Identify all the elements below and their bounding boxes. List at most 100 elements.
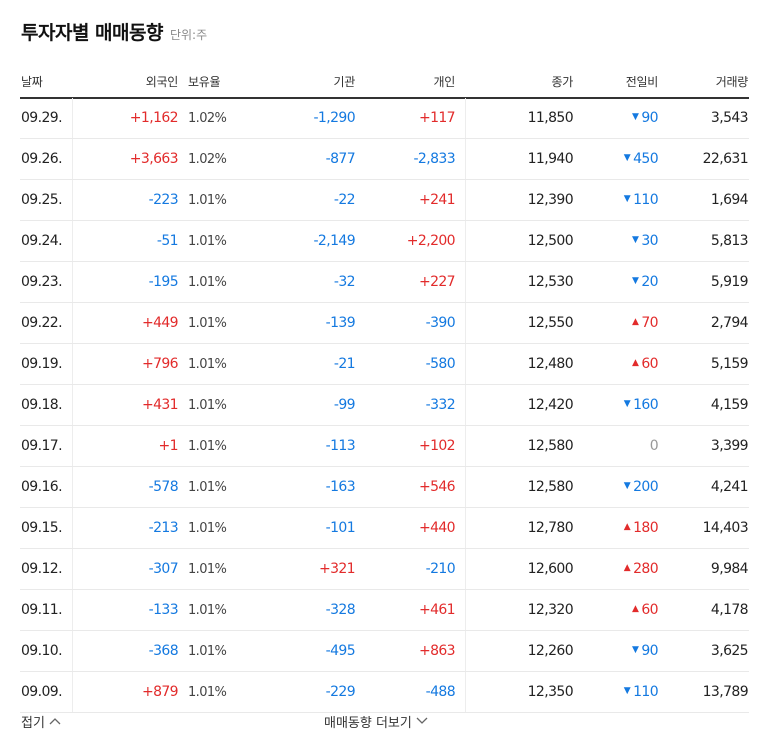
column-divider [72,467,73,507]
change-value: 160 [633,397,659,413]
cell-date: 09.18. [21,397,63,413]
triangle-up-icon: ▲ [632,317,639,327]
col-foreign: 외국인 [145,75,179,89]
cell-close: 11,850 [527,110,574,126]
cell-volume: 14,403 [702,520,749,536]
col-ratio: 보유율 [188,75,221,89]
fold-label: 접기 [21,716,45,731]
cell-date: 09.09. [21,684,63,700]
cell-foreign: +879 [141,684,179,700]
column-divider [465,549,466,589]
cell-date: 09.22. [21,315,63,331]
table-row: 09.15. -213 1.01% -101 +440 12,780 ▲ 180 14,403 [20,508,749,549]
cell-foreign: +449 [141,315,179,331]
triangle-down-icon: ▼ [632,112,639,122]
column-divider [72,631,73,671]
column-divider [72,221,73,261]
more-trading-button[interactable]: 매매동향 더보기 [324,712,428,731]
column-divider [72,262,73,302]
cell-foreign: +796 [141,356,179,372]
cell-close: 11,940 [527,151,574,167]
col-change: 전일비 [625,75,659,89]
column-divider [465,590,466,630]
column-divider [72,139,73,179]
col-date: 날짜 [21,75,43,89]
cell-date: 09.26. [21,151,63,167]
cell-change: ▼ 110 [590,180,659,220]
triangle-up-icon: ▲ [623,563,631,573]
cell-volume: 3,543 [710,110,749,126]
triangle-up-icon: ▲ [632,358,639,368]
column-divider [72,344,73,384]
cell-institution: -113 [325,438,356,454]
widget-title: 투자자별 매매동향 [21,22,163,44]
cell-ratio: 1.02% [188,110,227,126]
cell-foreign: -213 [148,520,179,536]
cell-individual: +102 [418,438,456,454]
column-divider [465,303,466,343]
cell-close: 12,390 [527,192,574,208]
cell-change: ▼ 30 [590,221,659,261]
cell-volume: 4,241 [710,479,749,495]
cell-volume: 22,631 [702,151,749,167]
column-divider [465,385,466,425]
cell-individual: +440 [418,520,456,536]
cell-close: 12,420 [527,397,574,413]
cell-date: 09.29. [21,110,63,126]
column-divider [465,426,466,466]
col-close: 종가 [551,75,574,89]
cell-foreign: +3,663 [129,151,179,167]
column-divider [72,549,73,589]
triangle-down-icon: ▼ [632,645,639,655]
cell-date: 09.19. [21,356,63,372]
cell-ratio: 1.01% [188,315,227,331]
cell-foreign: -368 [148,643,179,659]
column-divider [72,590,73,630]
column-divider [72,508,73,548]
cell-foreign: -51 [156,233,179,249]
cell-individual: +546 [418,479,456,495]
column-divider [72,385,73,425]
cell-close: 12,320 [527,602,574,618]
triangle-down-icon: ▼ [623,481,631,491]
table-row: 09.22. +449 1.01% -139 -390 12,550 ▲ 70 2,794 [20,303,749,344]
cell-close: 12,260 [527,643,574,659]
more-label: 매매동향 더보기 [324,716,412,731]
cell-change: ▼ 110 [590,672,659,712]
triangle-up-icon: ▲ [623,522,631,532]
cell-ratio: 1.01% [188,192,227,208]
cell-foreign: -578 [148,479,179,495]
fold-button[interactable]: 접기 [21,712,61,731]
cell-ratio: 1.01% [188,602,227,618]
change-value: 20 [641,274,658,290]
cell-change: ▲ 60 [590,344,659,384]
cell-foreign: +431 [141,397,179,413]
col-institution: 기관 [333,75,356,89]
cell-institution: -21 [333,356,356,372]
change-value: 180 [633,520,659,536]
cell-institution: -229 [325,684,356,700]
cell-change: ▼ 450 [590,139,659,179]
widget-header: 투자자별 매매동향 단위:주 [21,18,207,46]
column-divider [465,631,466,671]
cell-volume: 4,178 [710,602,749,618]
cell-close: 12,580 [527,438,574,454]
cell-individual: -332 [425,397,456,413]
cell-individual: -580 [425,356,456,372]
cell-close: 12,480 [527,356,574,372]
column-divider [465,262,466,302]
table-row: 09.12. -307 1.01% +321 -210 12,600 ▲ 280 9,984 [20,549,749,590]
cell-ratio: 1.01% [188,438,227,454]
column-divider [465,221,466,261]
cell-individual: +461 [418,602,456,618]
table-row: 09.11. -133 1.01% -328 +461 12,320 ▲ 60 4,178 [20,590,749,631]
cell-ratio: 1.01% [188,233,227,249]
column-divider [72,180,73,220]
column-divider [72,98,73,138]
cell-close: 12,780 [527,520,574,536]
table-row: 09.18. +431 1.01% -99 -332 12,420 ▼ 160 4,159 [20,385,749,426]
cell-volume: 13,789 [702,684,749,700]
cell-change: ▼ 200 [590,467,659,507]
cell-ratio: 1.01% [188,397,227,413]
cell-individual: +863 [418,643,456,659]
